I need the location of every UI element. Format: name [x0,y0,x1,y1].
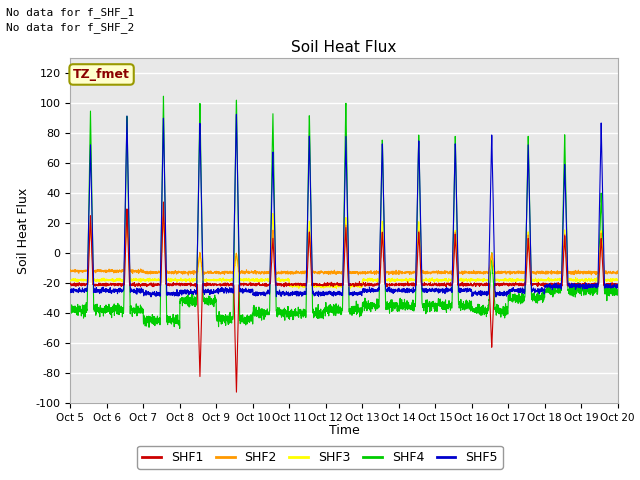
SHF2 [67,267,74,273]
SHF2 [184,272,192,278]
Line: SHF4: SHF4 [70,96,618,328]
SHF3 [67,278,74,284]
SHF3 [614,277,621,283]
Text: TZ_fmet: TZ_fmet [73,68,130,81]
SHF5 [232,111,240,117]
SHF1 [300,281,308,287]
SHF2 [300,269,308,275]
SHF5 [545,281,552,287]
X-axis label: Time: Time [328,424,360,437]
SHF3 [129,276,137,282]
SHF2 [545,268,552,274]
Line: SHF3: SHF3 [70,210,618,288]
SHF3 [300,285,308,290]
SHF1 [614,281,621,287]
SHF3 [276,276,284,282]
SHF2 [614,268,621,274]
SHF4 [545,285,552,291]
SHF1 [159,199,167,205]
SHF5 [129,288,137,293]
SHF1 [129,283,137,288]
SHF3 [123,207,131,213]
SHF5 [604,285,611,291]
Line: SHF1: SHF1 [70,202,618,392]
Y-axis label: Soil Heat Flux: Soil Heat Flux [17,187,30,274]
SHF5 [276,292,284,298]
SHF4 [67,309,74,315]
SHF5 [614,284,621,289]
SHF5 [67,290,74,296]
SHF1 [232,389,240,395]
SHF1 [162,264,170,269]
SHF4 [129,305,137,311]
SHF5 [492,294,500,300]
SHF4 [614,287,621,292]
SHF3 [162,257,170,263]
SHF2 [162,252,170,257]
SHF4 [176,325,184,331]
SHF4 [276,312,284,318]
SHF2 [123,213,131,218]
Legend: SHF1, SHF2, SHF3, SHF4, SHF5: SHF1, SHF2, SHF3, SHF4, SHF5 [137,446,503,469]
SHF4 [604,289,611,295]
SHF4 [159,93,167,99]
Text: No data for f_SHF_1: No data for f_SHF_1 [6,7,134,18]
SHF1 [276,282,284,288]
SHF1 [545,283,552,288]
Title: Soil Heat Flux: Soil Heat Flux [291,40,397,55]
SHF2 [604,271,611,277]
SHF2 [276,271,284,276]
SHF4 [300,312,308,317]
SHF5 [161,213,169,219]
SHF4 [162,232,170,238]
SHF1 [67,280,74,286]
SHF3 [333,286,340,291]
SHF5 [300,290,308,296]
Line: SHF2: SHF2 [70,216,618,275]
Line: SHF5: SHF5 [70,114,618,297]
SHF2 [129,268,137,274]
SHF1 [604,281,611,287]
Text: No data for f_SHF_2: No data for f_SHF_2 [6,22,134,33]
SHF3 [604,277,611,283]
SHF3 [545,276,552,282]
